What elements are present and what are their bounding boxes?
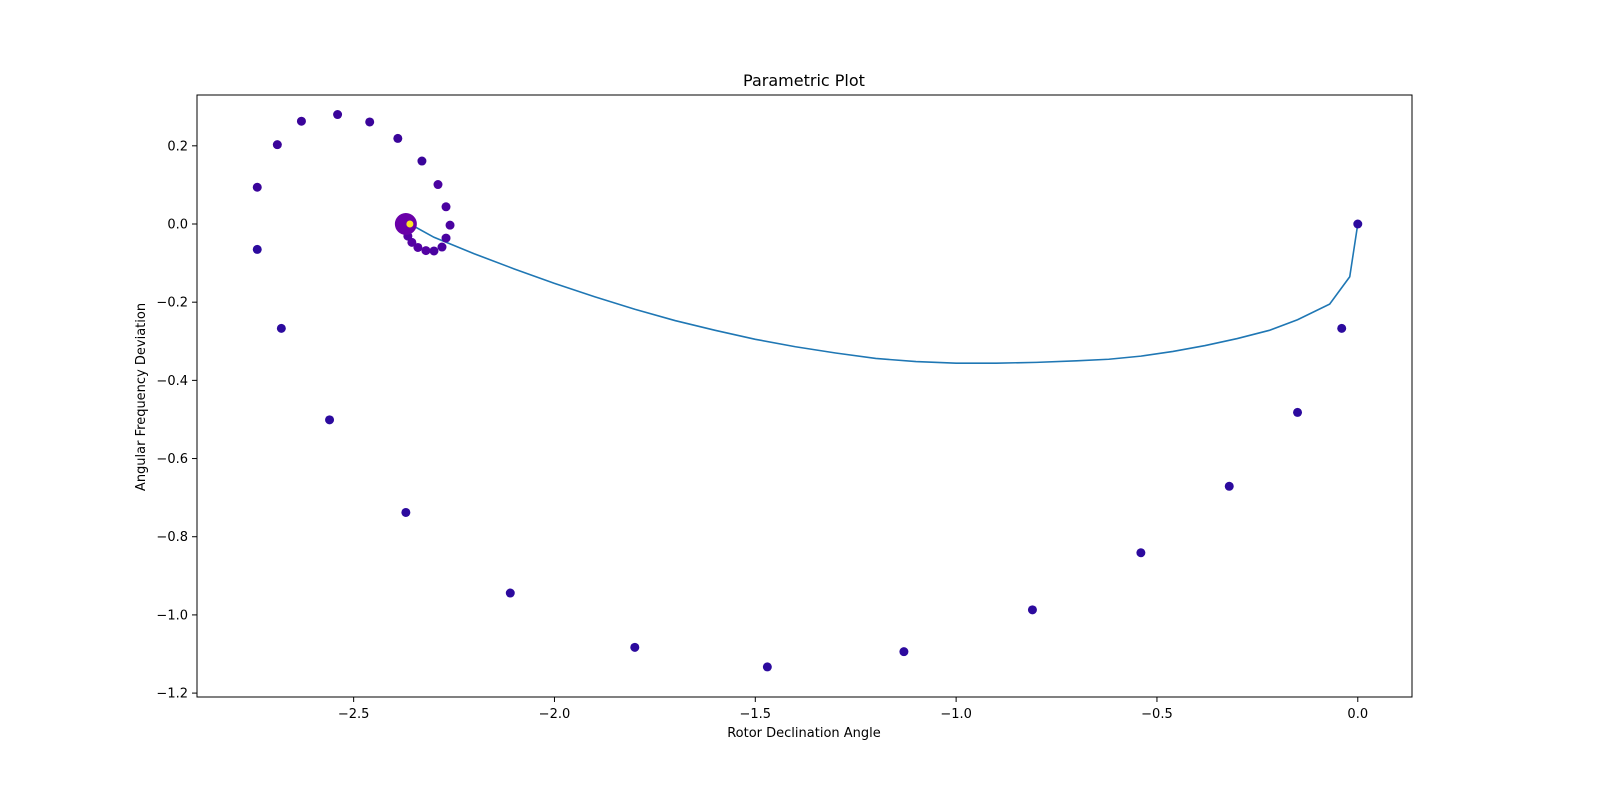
scatter-point-16 — [296, 116, 306, 126]
scatter-point-13 — [252, 244, 262, 254]
y-tick-label-2: −0.2 — [156, 296, 188, 311]
scatter-point-25 — [437, 242, 447, 252]
plot-marks — [252, 110, 1363, 672]
x-tick-label-0: −2.5 — [338, 707, 370, 722]
x-tick-label-3: −1.0 — [940, 707, 972, 722]
scatter-point-9 — [505, 588, 515, 598]
scatter-point-23 — [445, 220, 455, 230]
scatter-point-11 — [325, 415, 335, 425]
scatter-point-12 — [276, 323, 286, 333]
scatter-point-4 — [1136, 548, 1146, 558]
scatter-point-18 — [365, 117, 375, 127]
scatter-point-24 — [441, 233, 451, 243]
y-axis-ticks: 0.2 0.0 −0.2 −0.4 −0.6 −0.8 −1.0 −1.2 — [156, 139, 197, 702]
trajectory-line — [409, 223, 1359, 364]
x-tick-label-1: −2.0 — [539, 707, 571, 722]
scatter-point-3 — [1224, 481, 1234, 491]
scatter-point-5 — [1027, 605, 1037, 615]
plot-frame — [196, 94, 1413, 698]
scatter-point-2 — [1293, 407, 1303, 417]
scatter-point-7 — [762, 662, 772, 672]
scatter-point-8 — [630, 642, 640, 652]
scatter-point-0 — [1353, 219, 1363, 229]
scatter-point-17 — [333, 110, 343, 120]
scatter-point-28 — [413, 242, 423, 252]
x-axis-label: Rotor Declination Angle — [727, 726, 881, 741]
y-tick-label-4: −0.6 — [156, 452, 188, 467]
x-tick-label-4: −0.5 — [1141, 707, 1173, 722]
y-tick-label-0: 0.2 — [167, 139, 188, 154]
y-tick-label-3: −0.4 — [156, 374, 188, 389]
scatter-point-20 — [417, 156, 427, 166]
x-tick-label-2: −1.5 — [740, 707, 772, 722]
scatter-point-6 — [899, 647, 909, 657]
y-tick-label-5: −0.8 — [156, 530, 188, 545]
scatter-point-26 — [429, 246, 439, 256]
scatter-point-14 — [252, 182, 262, 192]
scatter-point-22 — [441, 202, 451, 212]
scatter-point-27 — [421, 246, 431, 256]
scatter-point-1 — [1337, 323, 1347, 333]
y-tick-label-6: −1.0 — [156, 608, 188, 623]
scatter-point-33 — [394, 213, 417, 235]
x-axis-ticks: −2.5 −2.0 −1.5 −1.0 −0.5 0.0 — [338, 697, 1368, 722]
scatter-point-34 — [406, 220, 414, 228]
y-tick-label-7: −1.2 — [156, 687, 188, 702]
scatter-point-10 — [401, 507, 411, 517]
chart-title: Parametric Plot — [743, 71, 865, 90]
scatter-point-19 — [393, 133, 403, 143]
y-axis-label: Angular Frequency Deviation — [134, 303, 149, 491]
x-tick-label-5: 0.0 — [1347, 707, 1368, 722]
scatter-point-15 — [272, 140, 282, 150]
scatter-point-21 — [433, 180, 443, 190]
y-tick-label-1: 0.0 — [167, 218, 188, 233]
